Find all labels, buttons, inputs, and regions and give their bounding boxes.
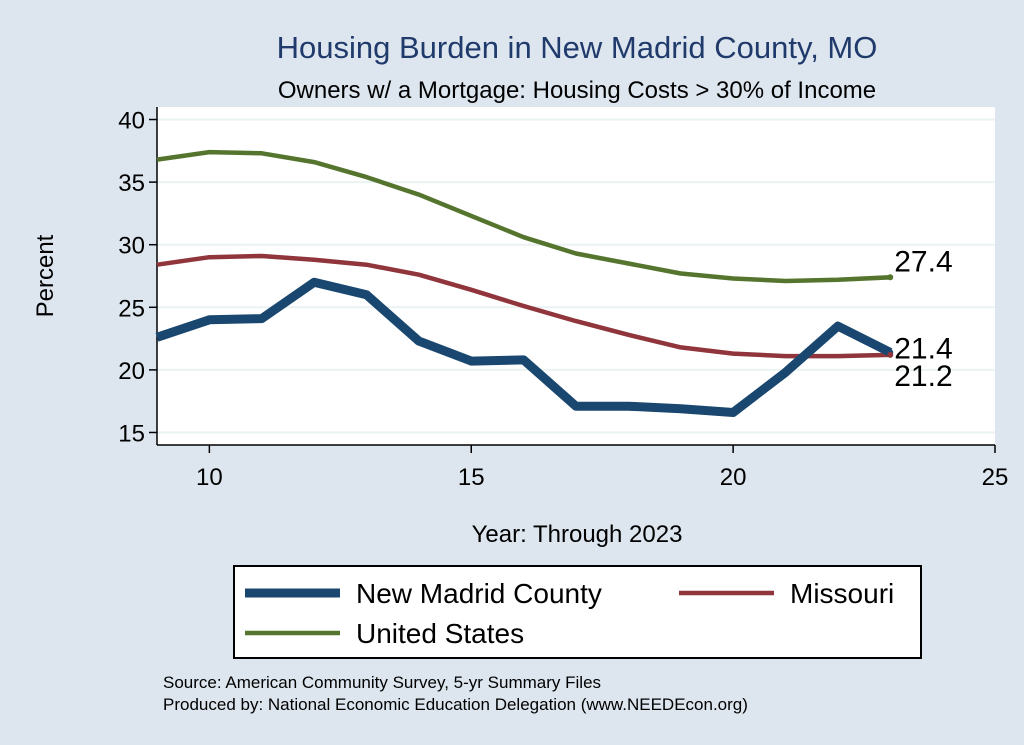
y-tick-label: 20 (118, 358, 145, 385)
end-marker-united-states (887, 274, 894, 281)
y-tick-label: 40 (118, 108, 145, 135)
chart-subtitle: Owners w/ a Mortgage: Housing Costs > 30… (278, 77, 876, 104)
series-line-united-states (156, 149, 891, 284)
series-line-new-madrid-county (155, 277, 893, 417)
y-tick-label: 15 (118, 420, 145, 447)
legend-label-new-madrid-county: New Madrid County (356, 578, 602, 609)
y-tick-label: 35 (118, 170, 145, 197)
x-tick-label: 20 (720, 464, 747, 491)
gridlines (157, 118, 995, 434)
end-label-new-madrid-county: 21.4 (894, 332, 952, 365)
source-line-1: Source: American Community Survey, 5-yr … (163, 673, 601, 692)
end-labels: 21.421.2 27.4 (887, 245, 953, 393)
x-tick-label: 25 (982, 464, 1009, 491)
legend-label-united-states: United States (356, 618, 524, 649)
y-axis-title: Percent (32, 234, 59, 317)
axes: 15 20 25 30 35 40 10 15 20 25 (118, 107, 1008, 491)
series-lines (155, 149, 893, 417)
legend: New Madrid County Missouri United States (233, 565, 922, 659)
y-tick-label: 25 (118, 295, 145, 322)
legend-label-missouri: Missouri (790, 578, 894, 609)
end-label-united-states: 27.4 (894, 245, 952, 278)
x-axis-title: Year: Through 2023 (472, 521, 683, 548)
plot-area (157, 107, 995, 445)
x-tick-label: 10 (196, 464, 223, 491)
y-tick-label: 30 (118, 233, 145, 260)
legend-box (233, 565, 922, 659)
end-marker-missouri (887, 351, 894, 358)
source-line-2: Produced by: National Economic Education… (163, 695, 748, 714)
chart-title: Housing Burden in New Madrid County, MO (277, 30, 878, 65)
end-label-missouri: 21.2 (894, 360, 952, 393)
x-tick-label: 15 (458, 464, 485, 491)
series-line-missouri (156, 253, 891, 359)
